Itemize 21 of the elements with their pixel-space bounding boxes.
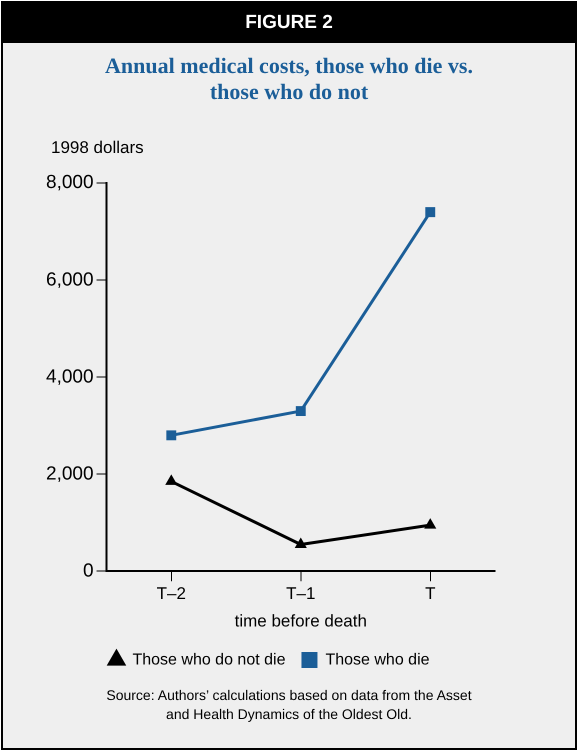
chart-title: FIGURE 2 [3,3,575,43]
x-tick-label: T–1 [286,584,316,604]
point [425,207,436,218]
y-axis-title: 1998 dollars [51,138,144,158]
y-tick-label: 0 [82,560,94,582]
point [165,474,178,485]
y-tick-label: 8,000 [46,172,94,194]
point [424,518,436,529]
source-note: Source: Authors’ calculations based on data from the Asset and Health Dynamics of the Oldest Old. [105,686,473,724]
legend-label: Those who die [325,651,430,668]
point [166,430,176,440]
y-tick-label: 6,000 [46,269,94,290]
chart-subtitle: Annual medical costs, those who die vs. those who do not [104,53,474,105]
y-tick-label: 4,000 [46,366,94,388]
legend-label: Those who do not die [132,651,286,668]
x-axis-title: time before death [234,611,367,630]
point [296,406,306,416]
point [294,538,307,548]
x-tick-label: T [425,584,436,604]
x-tick-label: T–2 [156,584,186,604]
y-tick-label: 2,000 [46,463,94,484]
